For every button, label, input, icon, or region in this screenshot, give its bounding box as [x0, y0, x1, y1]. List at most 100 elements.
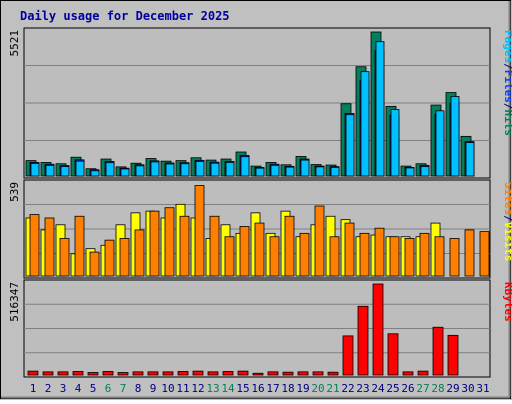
bar-sites-day-20 — [314, 205, 325, 277]
bar-pages-day-2 — [45, 164, 55, 177]
bar-kbytes-day-23 — [357, 305, 369, 376]
bar-kbytes-day-2 — [42, 371, 54, 376]
bar-kbytes-day-9 — [147, 371, 159, 376]
legend-part: / — [502, 63, 512, 70]
x-tick-day-20: 20 — [311, 382, 324, 395]
bar-kbytes-day-5 — [87, 372, 99, 376]
x-tick-day-7: 7 — [120, 382, 127, 395]
bar-kbytes-day-4 — [72, 371, 84, 376]
x-tick-day-4: 4 — [75, 382, 82, 395]
bar-pages-day-17 — [270, 164, 280, 177]
bar-sites-day-28 — [434, 236, 445, 277]
bar-sites-day-27 — [419, 232, 430, 277]
bar-sites-day-4 — [74, 215, 85, 277]
bar-kbytes-day-21 — [327, 371, 339, 376]
bar-pages-day-4 — [75, 160, 85, 177]
bar-pages-day-20 — [315, 166, 325, 177]
bar-kbytes-day-1 — [27, 370, 39, 376]
bar-kbytes-day-19 — [297, 371, 309, 376]
bar-sites-day-2 — [44, 217, 55, 277]
x-tick-day-5: 5 — [90, 382, 97, 395]
legend-part: KBytes — [502, 282, 512, 322]
x-tick-day-10: 10 — [161, 382, 174, 395]
x-tick-day-28: 28 — [431, 382, 444, 395]
legend-part: Files — [502, 70, 512, 103]
bar-sites-day-6 — [104, 239, 115, 277]
panel-ymax-label: 5521 — [8, 30, 21, 57]
x-tick-day-21: 21 — [326, 382, 339, 395]
x-tick-day-18: 18 — [281, 382, 294, 395]
bar-sites-day-22 — [344, 222, 355, 277]
panel-side-legend: Sites/Visits — [502, 182, 512, 262]
panel-ymax-label: 516347 — [8, 282, 21, 322]
bar-sites-day-9 — [149, 210, 160, 277]
x-tick-day-25: 25 — [386, 382, 399, 395]
chart-panels: 5521 Pages/Files/Hits 539 Sites/Visits 51634… — [8, 27, 512, 378]
x-tick-day-9: 9 — [150, 382, 157, 395]
panel-hits-files-pages: 5521 Pages/Files/Hits — [8, 27, 512, 179]
x-tick-day-12: 12 — [191, 382, 204, 395]
bar-pages-day-16 — [255, 167, 265, 177]
bar-kbytes-day-3 — [57, 371, 69, 376]
bar-pages-day-8 — [135, 165, 145, 177]
legend-part: Sites — [502, 182, 512, 215]
x-tick-day-24: 24 — [371, 382, 385, 395]
bar-kbytes-day-6 — [102, 371, 114, 376]
x-tick-day-31: 31 — [476, 382, 489, 395]
bar-pages-day-12 — [195, 160, 205, 177]
bar-sites-day-8 — [134, 229, 145, 277]
bar-sites-day-21 — [329, 236, 340, 277]
bar-kbytes-day-20 — [312, 371, 324, 376]
bar-sites-day-3 — [59, 238, 70, 277]
bar-pages-day-26 — [405, 167, 415, 177]
bar-pages-day-1 — [30, 163, 40, 177]
x-tick-day-30: 30 — [461, 382, 474, 395]
x-tick-day-15: 15 — [236, 382, 249, 395]
bar-pages-day-3 — [60, 166, 70, 177]
bar-pages-day-15 — [240, 156, 250, 177]
x-tick-day-27: 27 — [416, 382, 429, 395]
bar-kbytes-day-16 — [252, 372, 264, 376]
bar-sites-day-19 — [299, 232, 310, 277]
bar-pages-day-30 — [465, 142, 475, 177]
x-tick-day-23: 23 — [356, 382, 369, 395]
chart-title: Daily usage for December 2025 — [20, 9, 230, 23]
bar-sites-day-10 — [164, 207, 175, 277]
bar-sites-day-23 — [359, 232, 370, 277]
panel-ymax-label: 539 — [8, 182, 21, 202]
panel-visits-sites: 539 Sites/Visits — [8, 179, 512, 279]
bar-pages-day-24 — [375, 41, 385, 177]
bar-pages-day-5 — [90, 170, 100, 177]
bar-kbytes-day-8 — [132, 371, 144, 376]
bar-pages-day-13 — [210, 162, 220, 177]
bar-sites-day-1 — [29, 214, 40, 277]
bar-sites-day-24 — [374, 227, 385, 277]
bar-sites-day-5 — [89, 251, 100, 277]
bar-pages-day-22 — [345, 114, 355, 177]
x-tick-day-13: 13 — [206, 382, 219, 395]
x-tick-day-11: 11 — [176, 382, 189, 395]
legend-part: / — [502, 103, 512, 110]
panel-kbytes: 516347 KBytes — [8, 279, 512, 378]
x-tick-day-8: 8 — [135, 382, 142, 395]
bar-pages-day-25 — [390, 109, 400, 177]
bar-kbytes-day-28 — [432, 326, 444, 376]
bar-kbytes-day-13 — [207, 371, 219, 376]
bar-pages-day-19 — [300, 159, 310, 177]
panel-side-legend: Pages/Files/Hits — [502, 30, 512, 136]
x-tick-day-6: 6 — [105, 382, 112, 395]
bar-kbytes-day-24 — [372, 283, 384, 376]
bar-sites-day-31 — [479, 231, 490, 277]
x-tick-day-3: 3 — [60, 382, 67, 395]
bar-sites-day-30 — [464, 229, 475, 277]
bar-pages-day-10 — [165, 163, 175, 177]
bar-pages-day-9 — [150, 161, 160, 177]
bar-kbytes-day-10 — [162, 371, 174, 376]
bar-sites-day-13 — [209, 215, 220, 277]
bar-sites-day-25 — [389, 236, 400, 277]
x-tick-day-22: 22 — [341, 382, 354, 395]
bar-pages-day-7 — [120, 168, 130, 177]
bar-kbytes-day-18 — [282, 371, 294, 376]
